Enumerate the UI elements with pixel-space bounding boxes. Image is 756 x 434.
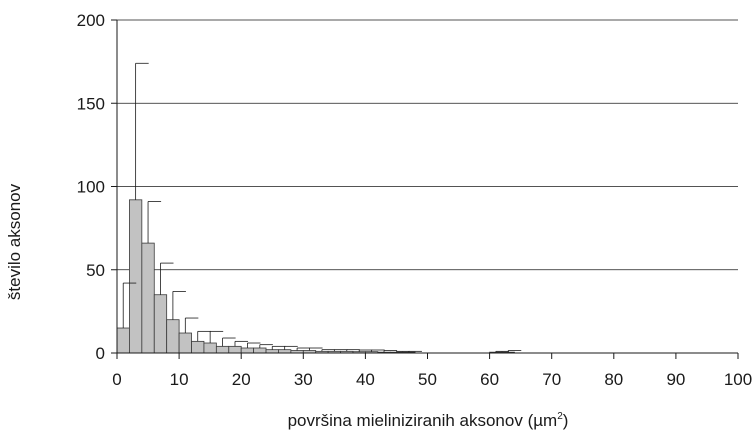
bar-6 — [153, 294, 168, 354]
bar-14 — [203, 342, 217, 354]
bar-2 — [129, 199, 143, 354]
x-tick-label-60: 60 — [480, 370, 499, 389]
x-tick-label-80: 80 — [604, 370, 623, 389]
bars — [116, 199, 515, 354]
x-axis-title-sup: 2 — [557, 411, 563, 422]
y-tick-label-50: 50 — [86, 261, 105, 280]
y-tick-label-0: 0 — [96, 344, 105, 363]
x-tick-label-50: 50 — [418, 370, 437, 389]
x-axis-title-end: ) — [563, 411, 569, 430]
gridlines — [117, 19, 738, 271]
x-tick-label-20: 20 — [232, 370, 251, 389]
tick-labels: 0 50 100 150 200 0 10 20 30 40 50 60 70 80 90 100 — [77, 11, 753, 389]
y-tick-label-150: 150 — [77, 94, 105, 113]
y-tick-label-200: 200 — [77, 11, 105, 30]
bar-22 — [253, 347, 267, 354]
bar-0 — [116, 327, 130, 354]
x-tick-label-100: 100 — [724, 370, 752, 389]
bar-18 — [228, 345, 242, 354]
y-tick-label-100: 100 — [77, 178, 105, 197]
x-tick-label-70: 70 — [542, 370, 561, 389]
y-axis-title: število aksonov — [5, 183, 24, 300]
bar-20 — [240, 347, 255, 354]
x-axis-title-main: površina mieliniziranih aksonov (µm — [288, 411, 558, 430]
bar-16 — [215, 345, 230, 354]
error-bars — [122, 62, 522, 353]
x-tick-label-10: 10 — [170, 370, 189, 389]
x-tick-label-30: 30 — [294, 370, 313, 389]
axes — [111, 19, 739, 359]
x-axis-title: površina mieliniziranih aksonov (µm2) — [288, 411, 569, 430]
x-tick-label-40: 40 — [356, 370, 375, 389]
bar-4 — [141, 242, 155, 354]
bar-10 — [178, 332, 192, 354]
x-tick-label-90: 90 — [666, 370, 685, 389]
x-tick-label-0: 0 — [112, 370, 121, 389]
bar-12 — [191, 340, 205, 354]
bar-8 — [166, 319, 180, 354]
